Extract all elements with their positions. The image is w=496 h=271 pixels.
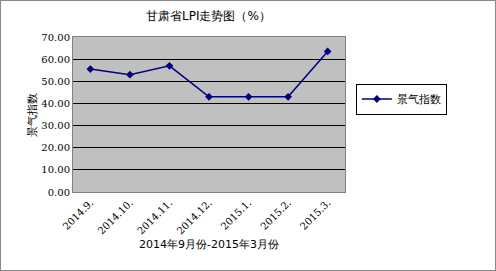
svg-text:甘肃省LPI走势图（%）: 甘肃省LPI走势图（%）: [146, 9, 271, 23]
svg-text:景气指数: 景气指数: [26, 93, 39, 137]
svg-text:2015.2.: 2015.2.: [258, 197, 293, 232]
svg-text:2014.12.: 2014.12.: [175, 197, 214, 236]
svg-text:2014年9月份-2015年3月份: 2014年9月份-2015年3月份: [139, 238, 279, 251]
svg-text:30.00: 30.00: [41, 120, 70, 131]
svg-text:2014.9.: 2014.9.: [61, 197, 96, 232]
svg-text:2015.3.: 2015.3.: [298, 197, 333, 232]
svg-text:40.00: 40.00: [41, 98, 70, 109]
svg-text:20.00: 20.00: [41, 142, 70, 153]
svg-text:50.00: 50.00: [41, 76, 70, 87]
svg-text:2015.1.: 2015.1.: [219, 197, 254, 232]
svg-text:60.00: 60.00: [41, 54, 70, 65]
svg-text:10.00: 10.00: [41, 164, 70, 175]
svg-text:0.00: 0.00: [48, 187, 70, 198]
svg-text:景气指数: 景气指数: [397, 93, 441, 106]
svg-text:70.00: 70.00: [41, 32, 70, 43]
svg-text:2014.10.: 2014.10.: [96, 197, 135, 236]
svg-text:2014.11.: 2014.11.: [135, 197, 174, 236]
